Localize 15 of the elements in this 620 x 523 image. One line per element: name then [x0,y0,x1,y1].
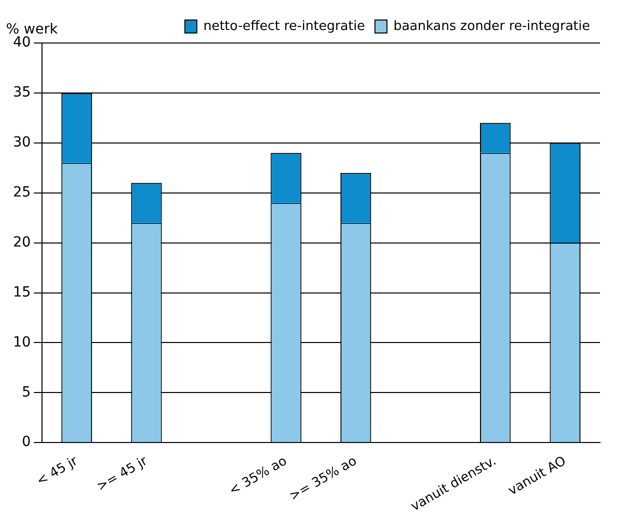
x-tick-label: >= 35% ao [287,454,360,504]
y-tick-label: 15 [12,284,31,300]
x-tick-label: >= 45 jr [94,453,151,495]
y-tick-label: 30 [12,134,31,151]
y-tick-label: 0 [22,434,31,450]
y-tick-label: 25 [12,184,31,200]
legend-label: netto-effect re-integratie [203,18,365,34]
y-tick-label: 20 [12,234,31,250]
y-tick-label: 5 [22,384,31,400]
y-tick-label: 35 [12,84,31,101]
y-tick-label: 40 [12,34,31,51]
y-tick-label: 10 [12,334,31,350]
x-tick-label: < 45 jr [34,453,81,490]
x-tick-label: < 35% ao [226,454,290,499]
legend-label: baankans zonder re-integratie [393,18,590,34]
